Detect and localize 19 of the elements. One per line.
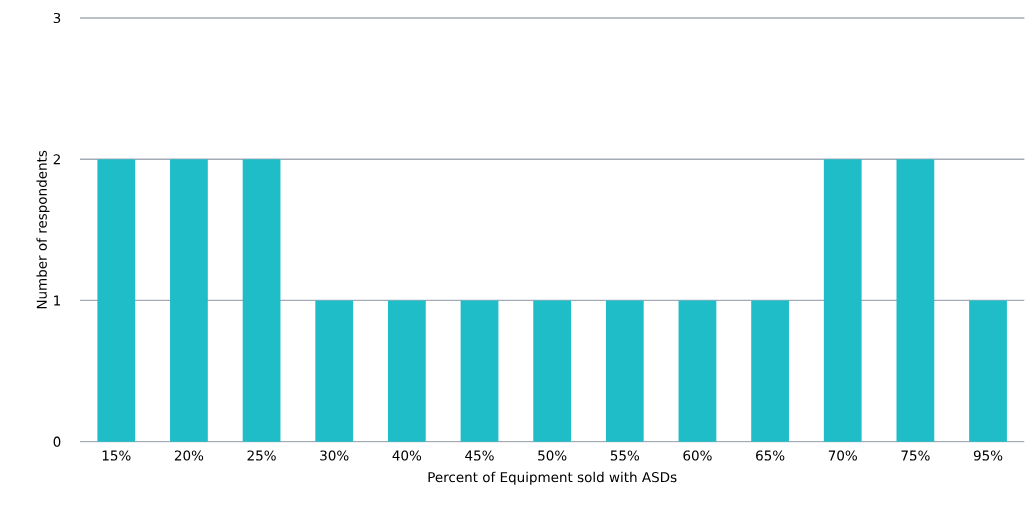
- x-tick-label: 50%: [538, 450, 567, 461]
- x-tick-label: 95%: [973, 450, 1003, 461]
- x-tick-label: 75%: [901, 450, 930, 461]
- x-tick-label: 55%: [610, 450, 640, 461]
- x-tick-label: 20%: [174, 450, 204, 461]
- y-axis-title: Number of respondents: [36, 150, 50, 309]
- x-tick-label: 30%: [320, 450, 349, 461]
- x-tick-label: 45%: [465, 450, 494, 461]
- x-tick-label: 25%: [247, 450, 276, 461]
- y-tick-label: 3: [53, 13, 61, 24]
- y-tick-label: 1: [54, 295, 61, 306]
- y-tick-label: 0: [53, 436, 61, 447]
- x-tick-label: 40%: [392, 450, 422, 461]
- x-tick-label: 15%: [102, 450, 131, 461]
- x-tick-label: 65%: [756, 450, 785, 461]
- x-axis-title: Percent of Equipment sold with ASDs: [428, 471, 677, 486]
- x-tick-label: 60%: [683, 450, 712, 461]
- x-tick-label: 70%: [828, 450, 857, 461]
- y-tick-label: 2: [53, 154, 60, 165]
